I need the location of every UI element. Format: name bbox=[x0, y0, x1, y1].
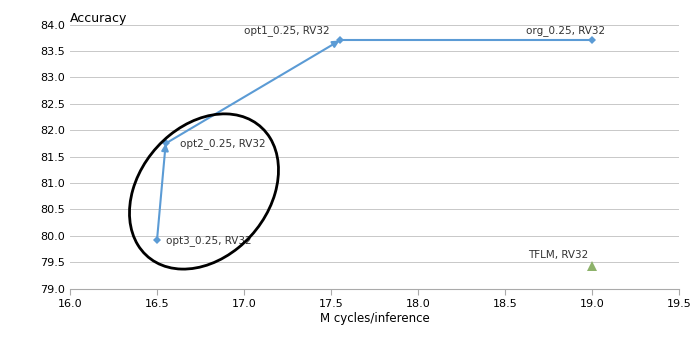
Text: opt3_0.25, RV32: opt3_0.25, RV32 bbox=[166, 235, 251, 246]
Text: org_0.25, RV32: org_0.25, RV32 bbox=[526, 25, 605, 36]
X-axis label: M cycles/inference: M cycles/inference bbox=[320, 312, 429, 325]
Text: TFLM, RV32: TFLM, RV32 bbox=[528, 250, 588, 260]
Text: Accuracy: Accuracy bbox=[70, 12, 127, 25]
Text: opt2_0.25, RV32: opt2_0.25, RV32 bbox=[180, 138, 265, 149]
Text: opt1_0.25, RV32: opt1_0.25, RV32 bbox=[244, 25, 330, 36]
